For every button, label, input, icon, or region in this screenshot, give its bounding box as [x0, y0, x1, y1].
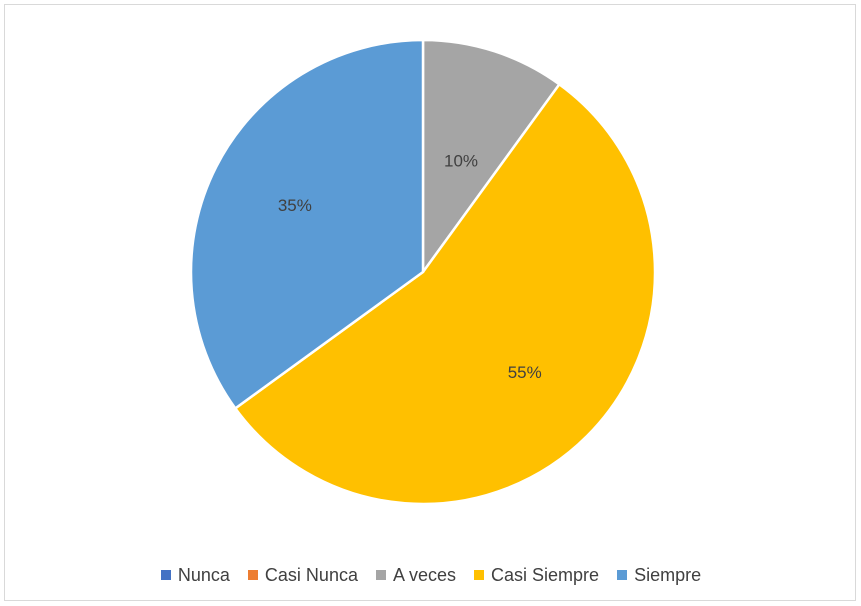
data-label-casi-siempre: 55%	[508, 363, 542, 382]
slice-siempre	[189, 38, 425, 411]
data-label-siempre: 35%	[278, 196, 312, 215]
slice-a-veces	[421, 38, 562, 276]
legend-item-a-veces: A veces	[375, 564, 457, 586]
legend-swatch-nunca	[160, 570, 171, 580]
legend-swatch-casi-nunca	[247, 570, 258, 580]
legend-swatch-siempre	[617, 570, 628, 580]
pie-chart: 0%10%55%35%	[189, 38, 657, 506]
legend-swatch-casi-siempre	[474, 570, 485, 580]
legend-label-siempre: Siempre	[634, 564, 702, 585]
legend-swatch-a-veces	[375, 570, 386, 580]
legend-item-casi-nunca: Casi Nunca	[247, 564, 358, 586]
data-label-a-veces: 10%	[444, 151, 478, 170]
slice-casi-siempre	[233, 82, 657, 506]
legend-item-nunca: Nunca	[160, 564, 230, 586]
legend-item-casi-siempre: Casi Siempre	[474, 565, 599, 586]
legend: Nunca Casi Nunca A veces Casi Siempre Siempr…	[5, 561, 857, 589]
legend-item-siempre: Siempre	[617, 565, 701, 586]
legend-label-casi-nunca: Casi Nunca	[264, 564, 358, 585]
legend-label-a-veces: A veces	[392, 564, 457, 585]
legend-label-nunca: Nunca	[177, 564, 230, 585]
legend-label-casi-siempre: Casi Siempre	[491, 564, 600, 585]
